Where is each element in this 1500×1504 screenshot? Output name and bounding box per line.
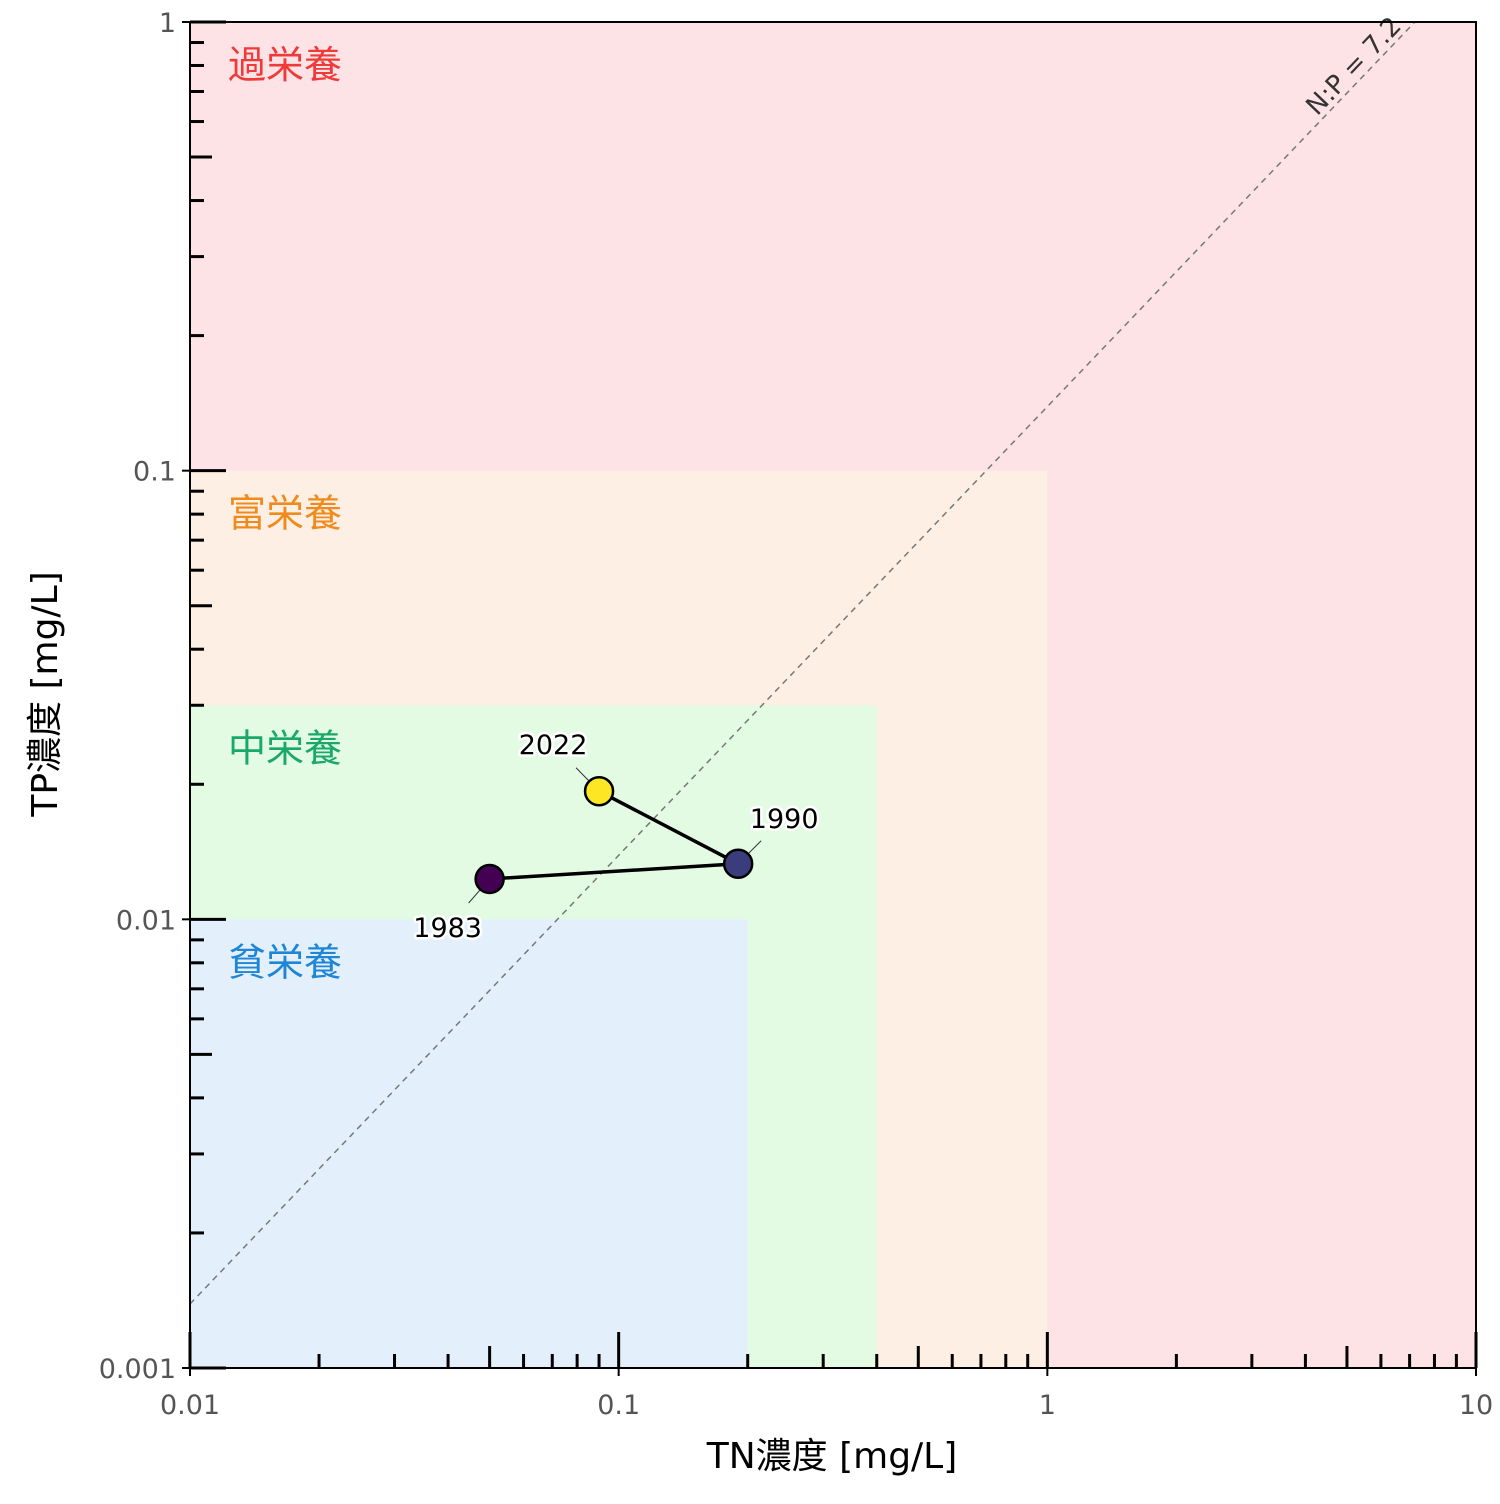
x-tick-label: 0.1 xyxy=(597,1390,640,1421)
point-label-1983: 1983 xyxy=(413,913,482,944)
zone-label-0: 過栄養 xyxy=(228,43,342,87)
zone-label-3: 貧栄養 xyxy=(228,940,342,984)
x-tick-label: 1 xyxy=(1039,1390,1056,1421)
point-label-2022: 2022 xyxy=(519,730,588,761)
y-tick-label: 1 xyxy=(159,8,176,39)
x-axis-title: TN濃度 [mg/L] xyxy=(706,1436,958,1477)
zone-3 xyxy=(190,919,748,1368)
y-tick-label: 0.001 xyxy=(99,1354,176,1385)
y-tick-label: 0.1 xyxy=(133,457,176,488)
plot-frame xyxy=(189,21,1477,1369)
series-layer: 1983 1990 2022 xyxy=(411,728,821,947)
y-tick-label: 0.01 xyxy=(116,905,176,936)
zone-label-2: 中栄養 xyxy=(228,726,342,770)
y-axis-title: TP濃度 [mg/L] xyxy=(25,571,66,817)
data-point-2022 xyxy=(583,775,615,807)
x-tick-label: 10 xyxy=(1459,1390,1493,1421)
data-point-1990 xyxy=(722,848,754,880)
reference-line xyxy=(189,21,1416,1305)
data-point-1983 xyxy=(474,863,505,895)
point-label-1990: 1990 xyxy=(750,804,819,835)
zone-label-1: 富栄養 xyxy=(228,492,342,536)
axes-layer: 0.01 0.1 1 10 0.001 0.01 0.1 1 xyxy=(99,8,1493,1421)
x-tick-label: 0.01 xyxy=(160,1390,220,1421)
